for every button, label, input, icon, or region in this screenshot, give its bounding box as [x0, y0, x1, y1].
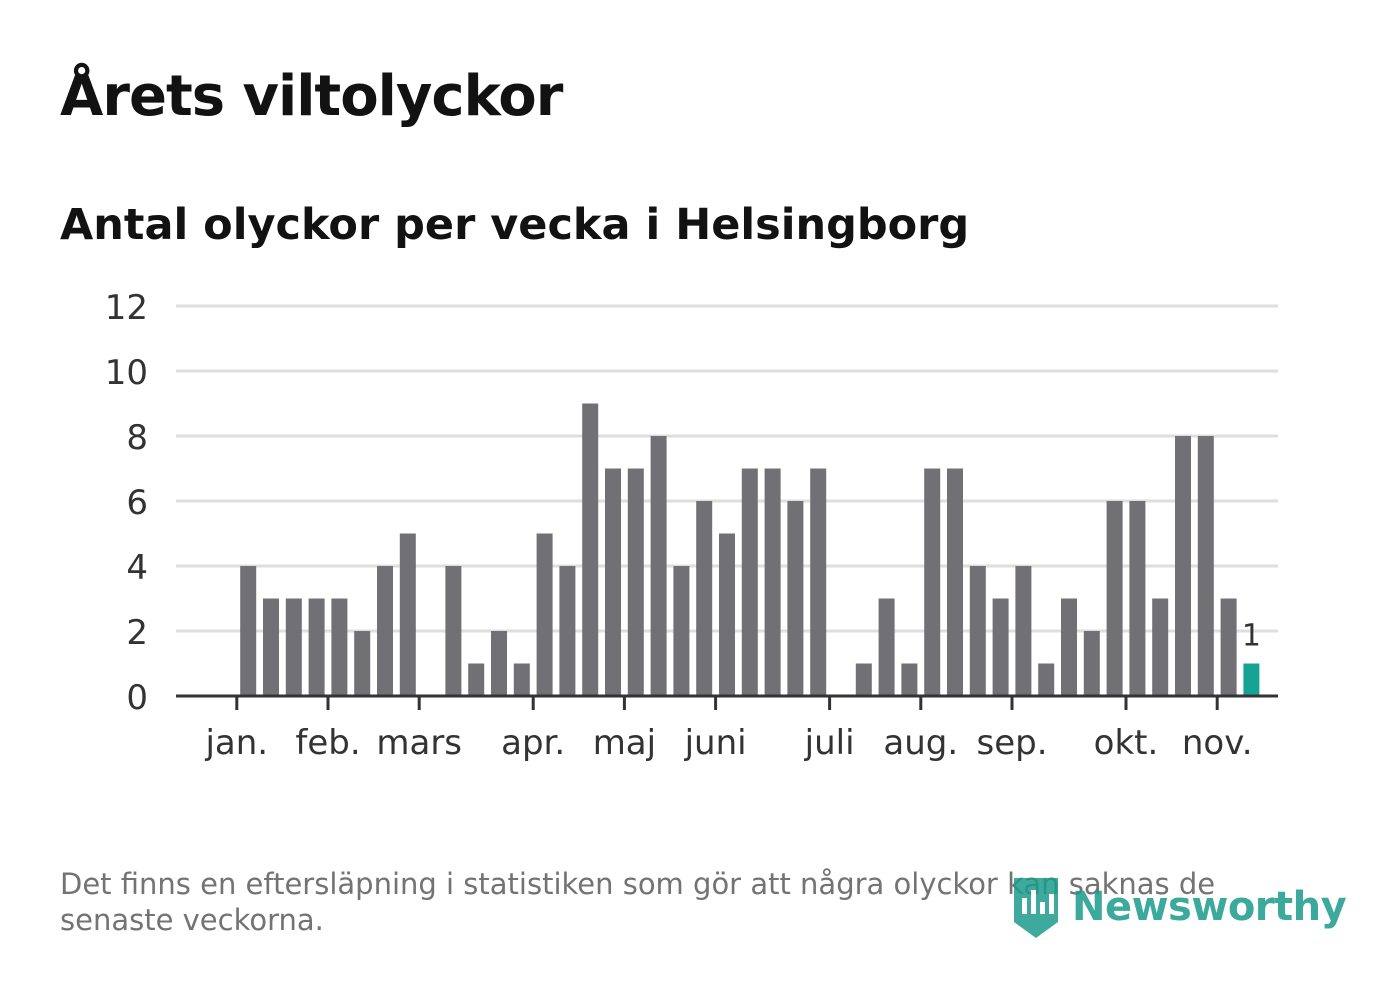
x-axis-ticks: jan. feb. mars apr. maj juni juli aug. sep. okt. n…: [204, 696, 1253, 763]
x-tick-label: nov.: [1182, 723, 1253, 763]
x-tick-label: aug.: [883, 723, 958, 763]
bar-week-18: [605, 468, 621, 696]
bar-week-12: [468, 663, 485, 696]
data-labels: 1: [1242, 619, 1261, 654]
bar-week-40: [1106, 501, 1123, 696]
x-tick-label: apr.: [501, 723, 565, 763]
y-tick-label: 12: [105, 288, 148, 328]
x-tick-label: okt.: [1094, 723, 1159, 763]
x-tick-label: mars: [376, 723, 462, 763]
bar-week-41: [1129, 501, 1146, 696]
bar-week-31: [901, 663, 918, 696]
bar-week-3: [263, 598, 279, 696]
y-tick-label: 10: [105, 353, 148, 393]
bar-week-26: [787, 501, 804, 696]
bar-week-38: [1061, 598, 1077, 696]
y-axis-ticks: 0 2 4 6 8 10 12: [105, 288, 148, 718]
bar-week-23: [719, 533, 735, 696]
bar-week-16: [559, 566, 576, 696]
x-tick-label: juni: [684, 723, 747, 763]
bar-week-21: [673, 566, 690, 696]
brand-name: Newsworthy: [1072, 884, 1347, 930]
bar-week-2: [240, 566, 257, 696]
bar-week-13: [491, 631, 507, 696]
bar-week-14: [513, 663, 530, 696]
y-tick-label: 0: [126, 678, 148, 718]
bar-week-43: [1175, 436, 1191, 696]
bar-week-39: [1083, 631, 1100, 696]
bar-week-6: [331, 598, 348, 696]
bar-week-19: [627, 468, 644, 696]
newsworthy-logo-icon: [1014, 878, 1058, 938]
chart-subtitle: Antal olyckor per vecka i Helsingborg: [60, 200, 970, 250]
newsworthy-logo: Newsworthy: [1010, 872, 1347, 942]
bar-week-27: [810, 468, 827, 696]
bar-week-32: [924, 468, 941, 696]
bars: [240, 403, 1260, 696]
bar-week-45: [1220, 598, 1237, 696]
y-tick-label: 6: [126, 483, 148, 523]
bar-week-17: [582, 403, 599, 696]
x-tick-label: feb.: [295, 723, 360, 763]
bar-highlight-week-46: [1243, 663, 1260, 696]
y-tick-label: 2: [126, 613, 148, 653]
x-tick-label: maj: [593, 723, 656, 763]
bar-week-24: [741, 468, 758, 696]
bar-week-15: [536, 533, 553, 696]
bar-week-7: [354, 631, 371, 696]
bar-week-30: [878, 598, 895, 696]
y-tick-label: 4: [126, 548, 148, 588]
bar-week-37: [1038, 663, 1055, 696]
bar-week-11: [445, 566, 462, 696]
chart-title: Årets viltolyckor: [60, 64, 563, 129]
highlight-data-label: 1: [1242, 619, 1261, 654]
bar-week-5: [308, 598, 325, 696]
bar-week-22: [696, 501, 713, 696]
bar-week-9: [399, 533, 416, 696]
bar-week-36: [1015, 566, 1032, 696]
bar-week-33: [947, 468, 963, 696]
x-tick-label: juli: [804, 723, 855, 763]
bar-chart: 0 2 4 6 8 10 12 jan. feb. mars apr. maj juni juli aug…: [105, 288, 1278, 763]
x-tick-label: sep.: [976, 723, 1047, 763]
bar-week-20: [650, 436, 667, 696]
bar-week-35: [992, 598, 1009, 696]
bar-week-4: [285, 598, 302, 696]
bar-week-42: [1152, 598, 1169, 696]
bar-week-8: [377, 566, 393, 696]
bar-week-25: [764, 468, 781, 696]
bar-week-44: [1197, 436, 1214, 696]
bar-week-29: [855, 663, 872, 696]
y-tick-label: 8: [126, 418, 148, 458]
x-tick-label: jan.: [204, 723, 268, 763]
bar-week-34: [969, 566, 986, 696]
